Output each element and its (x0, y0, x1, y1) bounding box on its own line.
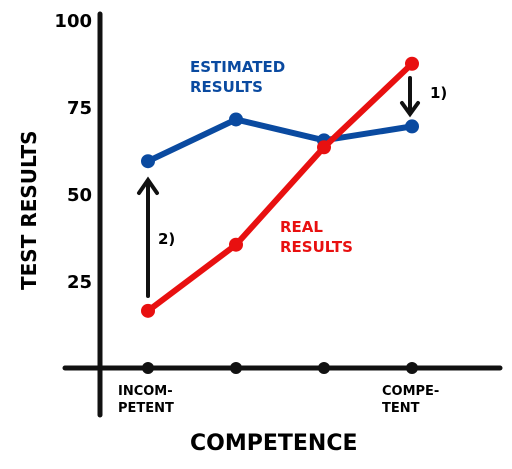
x-tick (142, 362, 154, 374)
data-point (405, 56, 419, 71)
x-tick (318, 362, 330, 374)
y-axis-title: TEST RESULTS (17, 130, 41, 290)
arrow-1 (400, 76, 420, 118)
x-tick-label: COMPE- TENT (382, 384, 440, 416)
y-tick-label: 75 (66, 98, 92, 119)
y-tick-label: 100 (54, 11, 92, 32)
series-line (145, 116, 415, 165)
x-tick (230, 362, 242, 374)
data-point (229, 237, 243, 252)
series-label: ESTIMATED RESULTS (190, 58, 286, 96)
x-tick (406, 362, 418, 374)
y-tick-label: 50 (66, 185, 92, 206)
data-point (405, 119, 419, 134)
y-tick-label: 25 (66, 272, 92, 293)
series-label: REAL RESULTS (280, 218, 353, 256)
arrow-2 (137, 176, 159, 298)
data-point (229, 112, 243, 127)
data-point (317, 140, 331, 155)
x-axis-title: COMPETENCE (190, 431, 358, 456)
data-point (141, 303, 155, 318)
series-line (145, 60, 415, 314)
annotation: 2) (158, 230, 176, 248)
x-tick-label: INCOM- PETENT (118, 384, 174, 416)
data-point (141, 154, 155, 169)
annotation: 1) (430, 84, 448, 102)
